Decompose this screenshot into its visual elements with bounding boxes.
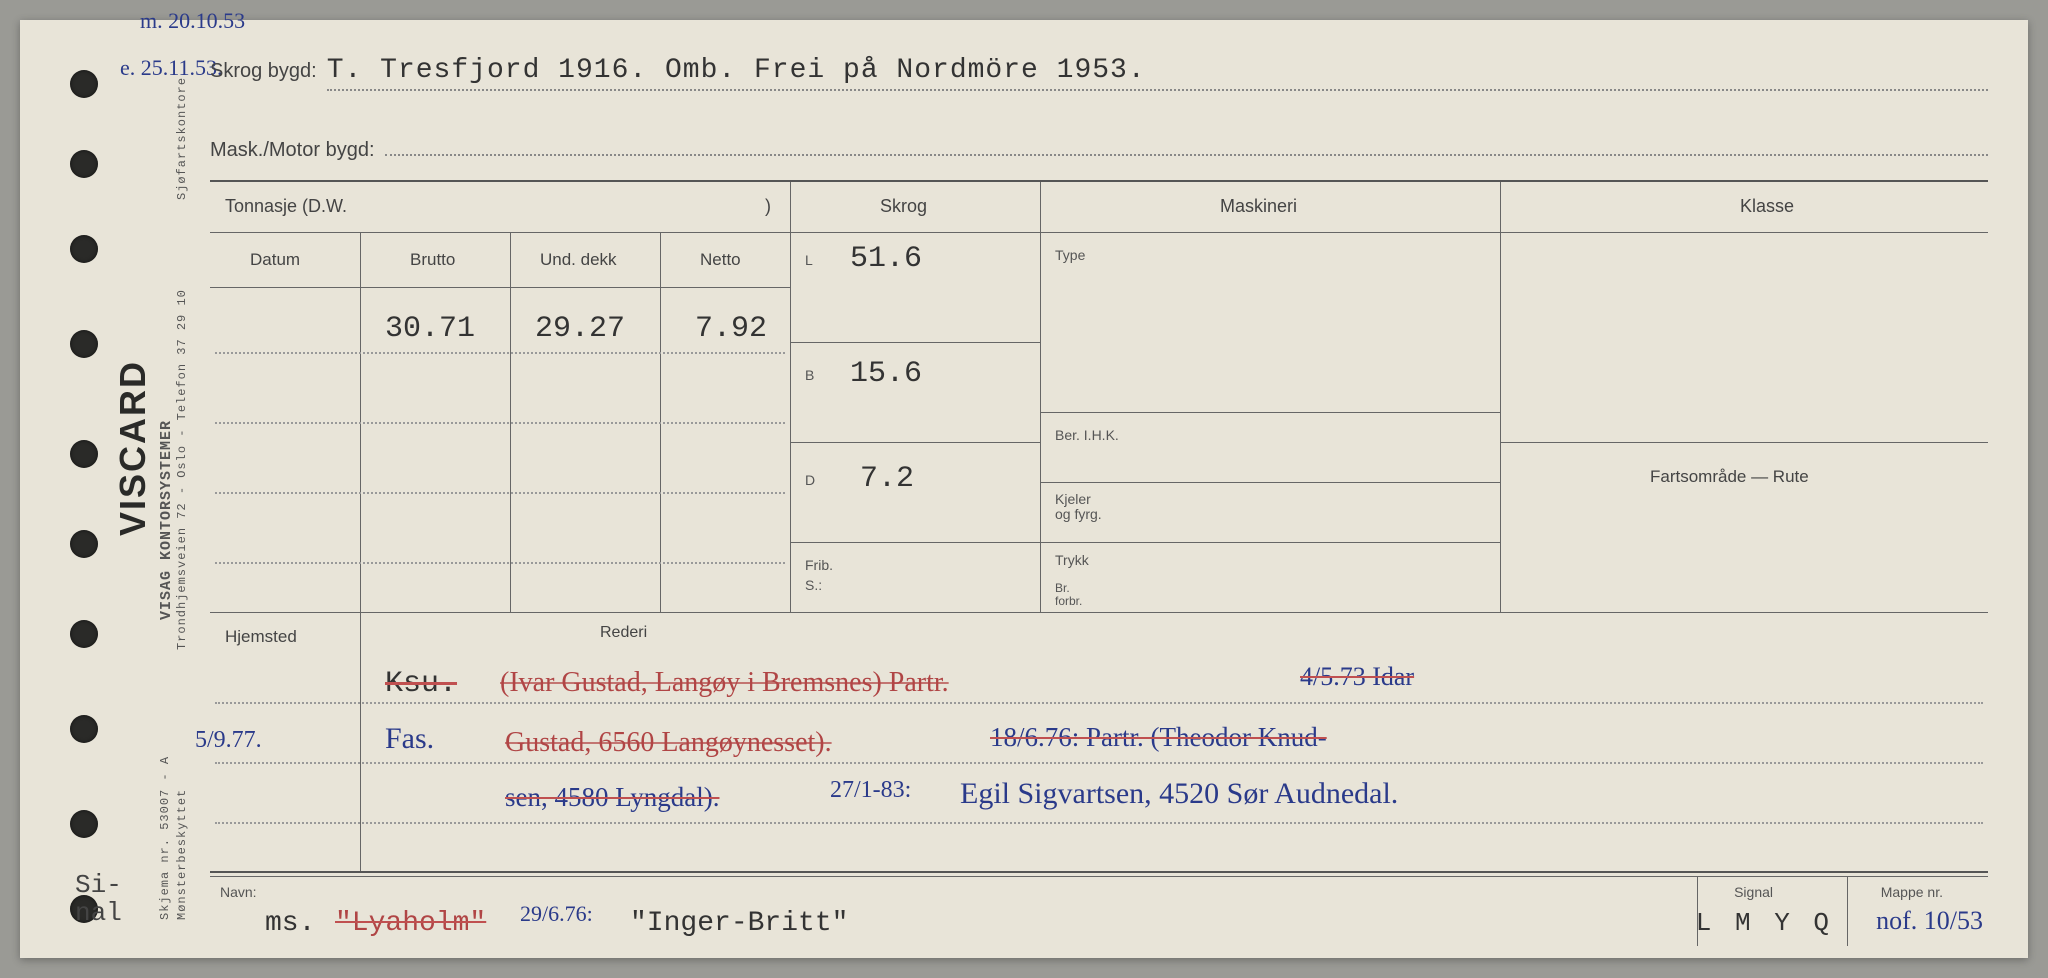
label-B: B bbox=[805, 367, 814, 383]
label-skrog-bygd: Skrog bygd: bbox=[210, 60, 317, 83]
punch-hole bbox=[70, 150, 98, 178]
punch-hole bbox=[70, 235, 98, 263]
hjemsted-2: Fas. bbox=[385, 722, 434, 756]
grid-line bbox=[790, 542, 1040, 543]
row-skrog-bygd: Skrog bygd: T. Tresfjord 1916. Omb. Frei… bbox=[210, 55, 1988, 91]
rederi-3-date: 27/1-83: bbox=[830, 777, 911, 804]
value-brutto: 30.71 bbox=[385, 312, 475, 346]
navn-date: 29/6.76: bbox=[520, 901, 593, 927]
label-und-dekk: Und. dekk bbox=[540, 250, 617, 270]
value-und-dekk: 29.27 bbox=[535, 312, 625, 346]
label-tonnage-close: ) bbox=[765, 196, 771, 217]
registry-card: VISCARD VISAG KONTORSYSTEMER Trondhjemsv… bbox=[20, 20, 2028, 958]
navn-old: "Lyaholm" bbox=[335, 908, 486, 939]
label-netto: Netto bbox=[700, 250, 741, 270]
punch-hole bbox=[70, 440, 98, 468]
punch-hole bbox=[70, 330, 98, 358]
rederi-2a: Gustad, 6560 Langøynesset). bbox=[505, 727, 832, 759]
navn-new: "Inger-Britt" bbox=[630, 908, 848, 939]
grid-line bbox=[1040, 542, 1500, 543]
label-signal: Signal bbox=[1734, 884, 1773, 900]
rederi-1: (Ivar Gustad, Langøy i Bremsnes) Partr. bbox=[500, 667, 949, 699]
value-D: 7.2 bbox=[860, 462, 914, 496]
grid-line bbox=[790, 182, 791, 612]
grid-line bbox=[1500, 442, 1988, 443]
value-mappe: nof. 10/53 bbox=[1876, 906, 1983, 936]
label-L: L bbox=[805, 252, 813, 268]
main-grid: Tonnasje (D.W. ) Skrog Maskineri Klasse … bbox=[210, 180, 1988, 873]
punch-hole bbox=[70, 620, 98, 648]
label-tonnage: Tonnasje (D.W. bbox=[225, 196, 347, 217]
grid-line bbox=[210, 876, 1988, 877]
row-motor-bygd: Mask./Motor bygd: bbox=[210, 120, 1988, 162]
punch-hole-strip bbox=[20, 20, 110, 958]
punch-hole bbox=[70, 530, 98, 558]
hjemsted-1: Ksu. bbox=[385, 667, 457, 701]
label-S: S.: bbox=[805, 577, 822, 593]
label-skrog: Skrog bbox=[880, 196, 927, 217]
grid-line bbox=[210, 287, 790, 288]
note-date-2: e. 25.11.53. bbox=[120, 55, 222, 81]
hjemsted-date-2: 5/9.77. bbox=[195, 727, 262, 754]
label-br: Br. forbr. bbox=[1055, 582, 1082, 608]
grid-line bbox=[790, 342, 1040, 343]
punch-hole bbox=[70, 70, 98, 98]
label-farts: Fartsområde — Rute bbox=[1650, 467, 1809, 487]
value-signal: L M Y Q bbox=[1696, 908, 1833, 938]
label-motor-bygd: Mask./Motor bygd: bbox=[210, 139, 375, 162]
value-B: 15.6 bbox=[850, 357, 922, 391]
viscard-logo: VISCARD bbox=[112, 360, 154, 536]
grid-line bbox=[1847, 876, 1848, 946]
label-type: Type bbox=[1055, 247, 1085, 263]
rederi-3b: Egil Sigvartsen, 4520 Sør Audnedal. bbox=[960, 777, 1398, 811]
label-datum: Datum bbox=[250, 250, 300, 270]
label-navn: Navn: bbox=[220, 884, 257, 900]
label-kjeler: Kjeler og fyrg. bbox=[1055, 492, 1102, 523]
grid-line bbox=[210, 612, 1988, 613]
value-netto: 7.92 bbox=[695, 312, 767, 346]
sidebar-systems: VISAG KONTORSYSTEMER bbox=[158, 270, 175, 620]
value-L: 51.6 bbox=[850, 242, 922, 276]
navn-prefix: ms. bbox=[265, 908, 315, 939]
rederi-2b: 18/6.76: Partr. (Theodor Knud- bbox=[990, 722, 1327, 753]
sidebar-form-no: Skjema nr. 53007 - A bbox=[158, 740, 172, 920]
grid-line bbox=[360, 612, 361, 871]
label-rederi: Rederi bbox=[600, 624, 647, 642]
punch-hole bbox=[70, 810, 98, 838]
label-klasse: Klasse bbox=[1740, 196, 1794, 217]
grid-line bbox=[1040, 412, 1500, 413]
label-ber: Ber. I.H.K. bbox=[1055, 427, 1119, 443]
label-maskineri: Maskineri bbox=[1220, 196, 1297, 217]
side-signal-note: Si- nal bbox=[75, 871, 122, 928]
grid-line bbox=[1040, 482, 1500, 483]
label-trykk: Trykk bbox=[1055, 552, 1089, 568]
grid-line bbox=[790, 442, 1040, 443]
grid-line bbox=[210, 232, 1988, 233]
value-skrog-bygd: T. Tresfjord 1916. Omb. Frei på Nordmöre… bbox=[327, 55, 1988, 91]
rederi-3a: sen, 4580 Lyngdal). bbox=[505, 782, 719, 813]
grid-line bbox=[1040, 182, 1041, 612]
label-hjemsted: Hjemsted bbox=[225, 627, 297, 647]
form-content: m. 20.10.53 e. 25.11.53. Skrog bygd: T. … bbox=[180, 20, 2028, 958]
label-brutto: Brutto bbox=[410, 250, 455, 270]
punch-hole bbox=[70, 715, 98, 743]
value-motor-bygd bbox=[385, 120, 1988, 156]
label-frib: Frib. bbox=[805, 557, 833, 573]
note-date-1: m. 20.10.53 bbox=[140, 8, 245, 34]
grid-line bbox=[1500, 182, 1501, 612]
label-mappe: Mappe nr. bbox=[1881, 884, 1943, 900]
rederi-1-note: 4/5.73 Idar bbox=[1300, 662, 1414, 692]
label-D: D bbox=[805, 472, 815, 488]
footer-row: Navn: ms. "Lyaholm" 29/6.76: "Inger-Brit… bbox=[210, 876, 1988, 946]
